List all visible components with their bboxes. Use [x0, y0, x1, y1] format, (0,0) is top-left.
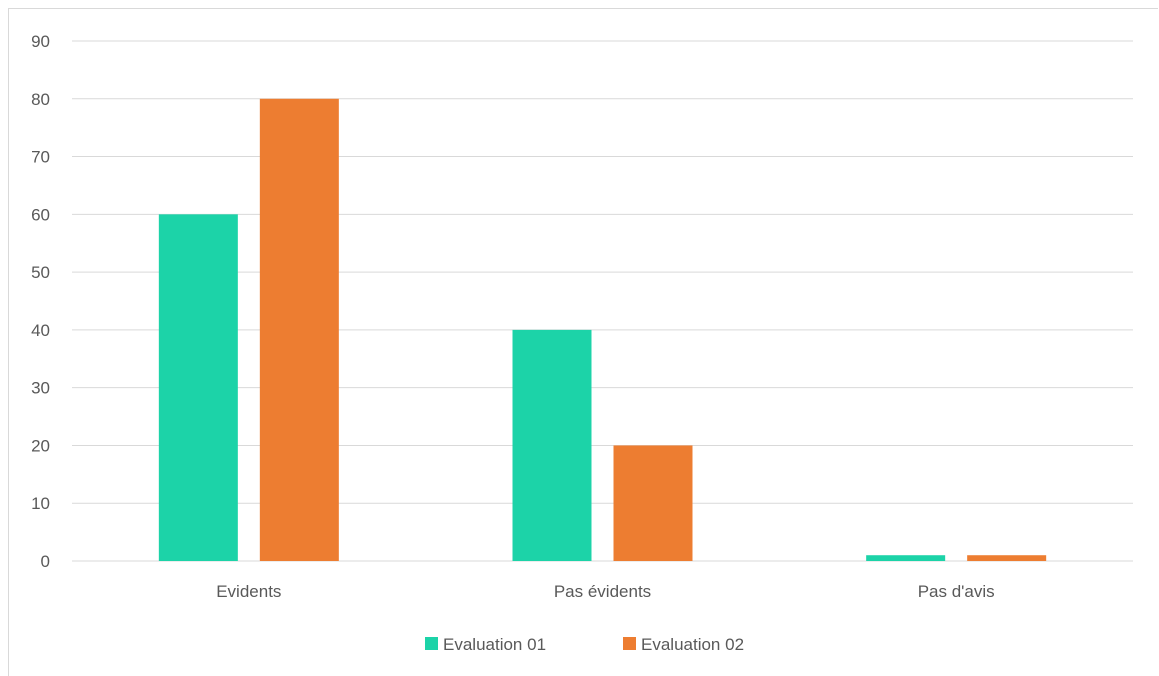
y-tick-label: 0 — [41, 552, 50, 571]
y-tick-label: 10 — [31, 494, 50, 513]
x-tick-label: Pas d'avis — [918, 582, 995, 601]
legend-label: Evaluation 01 — [443, 635, 546, 654]
y-tick-label: 70 — [31, 148, 50, 167]
y-tick-label: 80 — [31, 90, 50, 109]
y-tick-label: 90 — [31, 32, 50, 51]
bar-1-3 — [866, 555, 946, 561]
bar-2-3 — [967, 555, 1047, 561]
chart-frame — [8, 8, 1158, 676]
legend: Evaluation 01 Evaluation 02 — [425, 635, 744, 654]
y-tick-label: 30 — [31, 379, 50, 398]
x-tick-label: Evidents — [216, 582, 281, 601]
y-tick-label: 60 — [31, 205, 50, 224]
legend-swatch — [623, 637, 636, 650]
x-axis-tick-labels: Evidents Pas évidents Pas d'avis — [216, 582, 994, 601]
y-tick-label: 50 — [31, 263, 50, 282]
y-tick-label: 40 — [31, 321, 50, 340]
legend-swatch — [425, 637, 438, 650]
legend-label: Evaluation 02 — [641, 635, 744, 654]
y-tick-label: 20 — [31, 436, 50, 455]
x-tick-label: Pas évidents — [554, 582, 651, 601]
bar-1-2 — [512, 329, 592, 561]
bar-2-2 — [613, 445, 693, 561]
bars — [158, 98, 1047, 562]
y-axis-tick-labels: 0 10 20 30 40 50 60 70 80 90 — [31, 32, 50, 571]
bar-2-1 — [259, 98, 339, 562]
bar-1-1 — [158, 214, 238, 562]
gridlines — [72, 40, 1133, 562]
